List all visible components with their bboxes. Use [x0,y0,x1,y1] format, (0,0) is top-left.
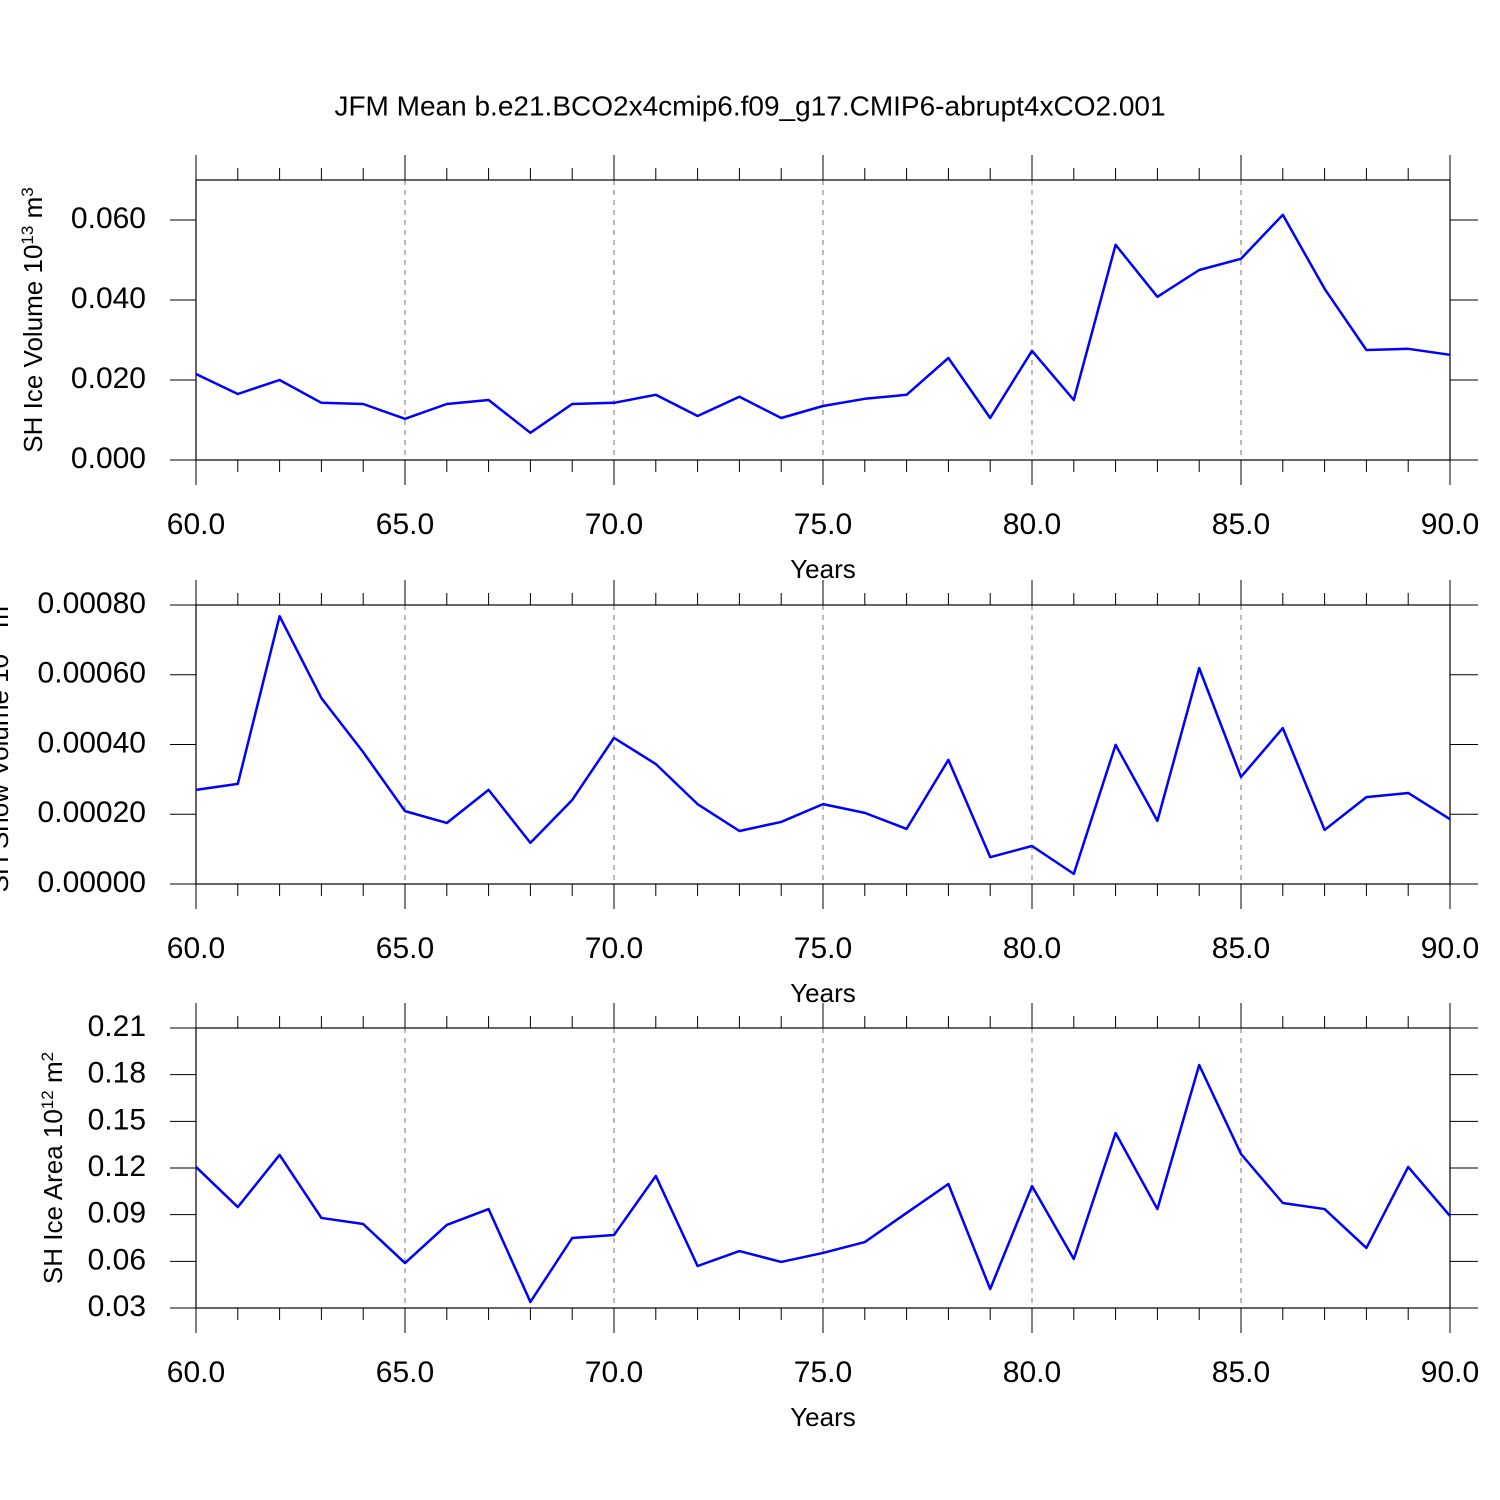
y-tick-label: 0.00000 [38,866,146,899]
x-tick-label: 85.0 [1212,932,1270,965]
y-tick-label: 0.00080 [38,587,146,620]
x-tick-label: 60.0 [167,1356,225,1389]
y-axis-label-part: SH Ice Volume 10 [18,245,48,453]
y-axis-label-exponent: 12 [38,1090,57,1109]
y-axis-label-part: m [38,1061,68,1090]
data-line [195,213,1451,435]
x-tick-label: 60.0 [167,932,225,965]
x-tick-label: 90.0 [1421,932,1479,965]
y-axis-label: SH Ice Volume 1013 m3 [18,187,49,452]
x-tick-label: 60.0 [167,508,225,541]
x-tick-label: 80.0 [1003,1356,1061,1389]
x-tick-label: 75.0 [794,932,852,965]
y-tick-label: 0.18 [88,1057,146,1090]
x-tick-label: 65.0 [376,1356,434,1389]
y-tick-label: 0.03 [88,1290,146,1323]
y-tick-label: 0.060 [71,202,146,235]
y-axis-label: SH Snow Volume 1013 m3 [0,597,14,893]
x-tick-label: 80.0 [1003,508,1061,541]
y-tick-label: 0.040 [71,282,146,315]
y-tick-label: 0.000 [71,442,146,475]
y-tick-label: 0.21 [88,1010,146,1043]
y-axis-label-exponent: 13 [0,635,3,654]
x-tick-label: 85.0 [1212,1356,1270,1389]
y-tick-label: 0.12 [88,1150,146,1183]
y-tick-label: 0.06 [88,1243,146,1276]
y-tick-label: 0.00060 [38,657,146,690]
y-tick-label: 0.020 [71,362,146,395]
x-tick-label: 80.0 [1003,932,1061,965]
data-line [195,1063,1451,1304]
y-axis-label-part: m [18,197,48,226]
x-axis-label: Years [790,554,856,584]
y-axis-label-part: m [0,606,14,635]
y-axis-label-part: SH Snow Volume 10 [0,654,14,892]
x-tick-label: 75.0 [794,1356,852,1389]
x-tick-label: 65.0 [376,508,434,541]
x-tick-label: 90.0 [1421,508,1479,541]
y-tick-label: 0.15 [88,1103,146,1136]
data-line [195,614,1451,876]
y-tick-label: 0.00020 [38,796,146,829]
y-tick-label: 0.09 [88,1197,146,1230]
y-axis-label-part: SH Ice Area 10 [38,1109,68,1284]
x-tick-label: 70.0 [585,932,643,965]
x-axis-label: Years [790,1402,856,1432]
y-tick-label: 0.00040 [38,726,146,759]
x-tick-label: 70.0 [585,1356,643,1389]
x-tick-label: 65.0 [376,932,434,965]
y-axis-label: SH Ice Area 1012 m2 [38,1052,69,1284]
x-tick-label: 70.0 [585,508,643,541]
x-tick-label: 90.0 [1421,1356,1479,1389]
y-axis-label-exponent: 3 [0,597,3,606]
y-axis-label-exponent: 3 [18,187,37,196]
x-tick-label: 85.0 [1212,508,1270,541]
figure-title: JFM Mean b.e21.BCO2x4cmip6.f09_g17.CMIP6… [334,90,1165,121]
x-tick-label: 75.0 [794,508,852,541]
y-axis-label-exponent: 13 [18,226,37,245]
y-axis-label-exponent: 2 [38,1052,57,1061]
